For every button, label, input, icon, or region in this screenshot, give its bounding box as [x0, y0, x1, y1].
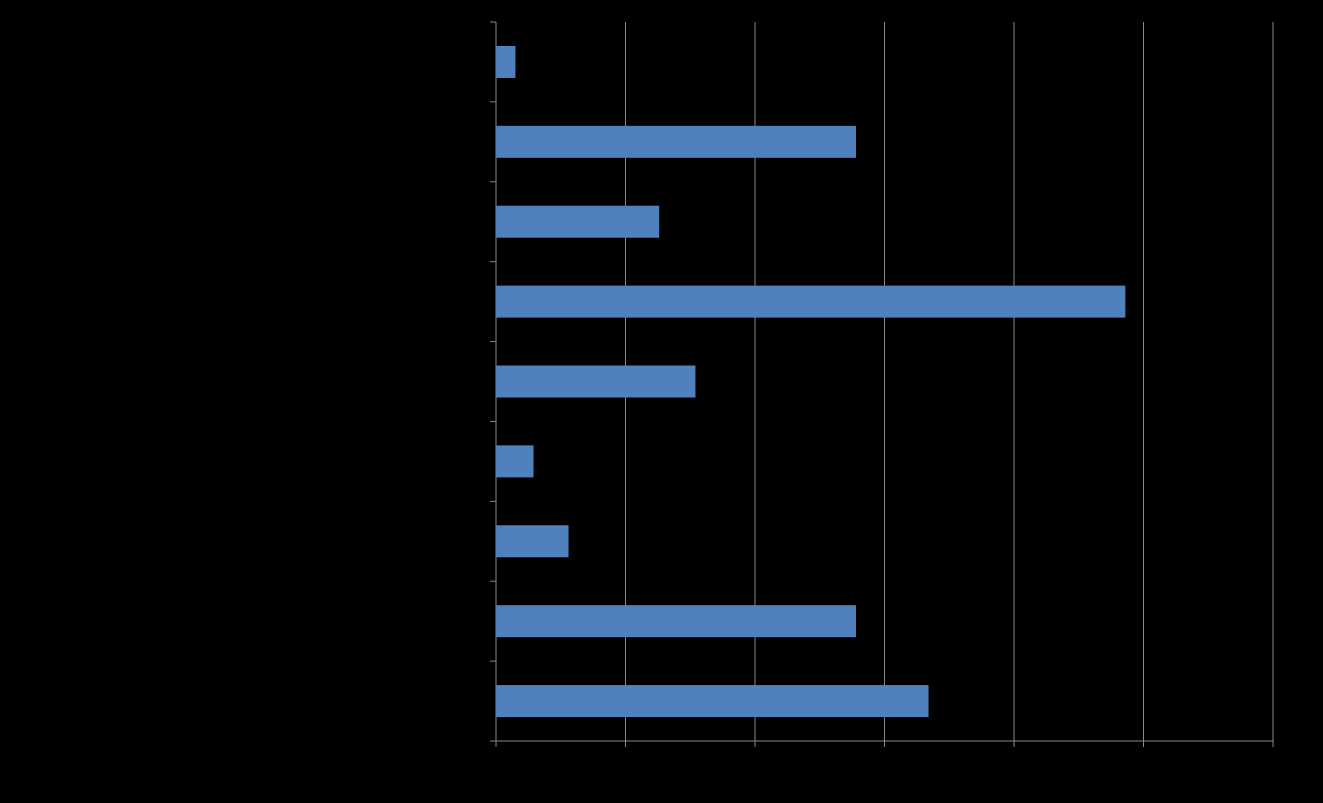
bar: [496, 685, 929, 718]
x-tick-label: 60: [1265, 754, 1281, 770]
bar: [496, 445, 534, 478]
bar: [496, 365, 696, 398]
x-tick-label: 30: [877, 754, 893, 770]
x-tick-label: 10: [618, 754, 634, 770]
bar: [496, 125, 857, 158]
bar: [496, 605, 857, 638]
x-tick-label: 40: [1006, 754, 1022, 770]
bar: [496, 525, 569, 558]
x-tick-label: 20: [747, 754, 763, 770]
x-tick-label: 50: [1136, 754, 1152, 770]
bar: [496, 285, 1126, 318]
bar: [496, 205, 660, 238]
bar: [496, 45, 516, 78]
x-tick-label: 0: [492, 754, 500, 770]
